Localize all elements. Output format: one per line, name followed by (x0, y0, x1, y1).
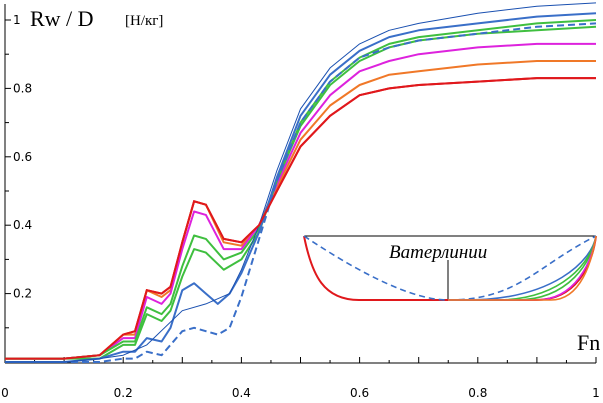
series-line-1-top (5, 77, 596, 360)
axes: 0.2 0.4 0.6 0.8 1 0 0.2 0.4 0.6 0.8 1 (1, 4, 600, 400)
series-line-8 (5, 2, 597, 363)
waterline-inset (303, 235, 597, 301)
x-tick-label: 0 (1, 386, 9, 400)
series-line-3 (5, 42, 596, 360)
x-tick-label: 0.2 (114, 386, 133, 400)
y-axis-label: Rw / D (30, 6, 94, 31)
series-line-7 (5, 22, 597, 363)
x-tick-label: 0.6 (350, 386, 369, 400)
y-tick-label: 1 (13, 13, 21, 27)
x-tick-label: 0.8 (468, 386, 487, 400)
series-line-2 (5, 60, 596, 360)
waterline-variant (448, 235, 597, 301)
series-line-6 (5, 12, 597, 363)
y-tick-label: 0.2 (13, 287, 32, 301)
x-tick-label: 0.4 (232, 386, 251, 400)
waterline-blue-dashed (303, 235, 597, 301)
labels: Rw / D [Н/кг] Fn Ватерлинии (30, 6, 600, 355)
inset-label: Ватерлинии (389, 242, 487, 263)
series-line-4 (5, 25, 597, 360)
y-tick-label: 0.8 (13, 81, 32, 95)
y-tick-label: 0.4 (13, 218, 32, 232)
y-axis-unit: [Н/кг] (125, 13, 163, 29)
x-axis-label: Fn (577, 330, 600, 355)
y-tick-label: 0.6 (13, 150, 32, 164)
x-tick-label: 1 (592, 386, 600, 400)
series-group (5, 2, 597, 363)
series-line-5 (5, 19, 597, 360)
series-line-1 (5, 77, 596, 360)
